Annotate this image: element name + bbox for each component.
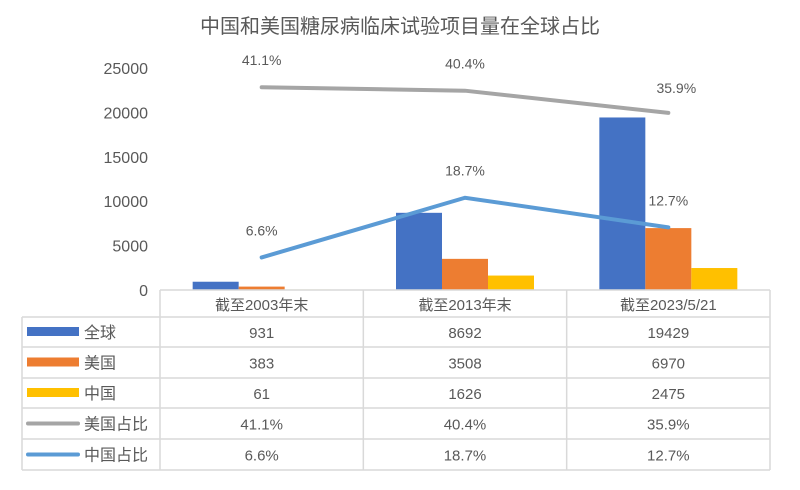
- legend-label: 美国: [84, 355, 116, 373]
- table-cell: 931: [249, 325, 274, 342]
- line-series: [259, 195, 671, 260]
- bar: [691, 268, 738, 290]
- table-cell: 19429: [647, 325, 689, 342]
- bar: [238, 286, 285, 290]
- y-tick-label: 20000: [104, 105, 149, 122]
- table-cell: 2475: [652, 386, 685, 403]
- bar: [396, 212, 442, 290]
- table-cell: 3508: [448, 356, 481, 373]
- bar: [442, 258, 488, 290]
- legend-label: 中国: [84, 385, 116, 403]
- legend-label: 中国占比: [84, 447, 148, 465]
- chart-title: 中国和美国糖尿病临床试验项目量在全球占比: [200, 15, 600, 38]
- y-tick-label: 15000: [104, 150, 149, 167]
- table-cell: 41.1%: [240, 417, 283, 434]
- table-cell: 8692: [448, 325, 481, 342]
- legend-key: [27, 357, 79, 367]
- table-cell: 6970: [652, 356, 685, 373]
- bar: [192, 281, 239, 290]
- table-cell: 6.6%: [245, 448, 279, 465]
- category-label: 截至2003年末: [215, 297, 308, 314]
- table-cell: 35.9%: [647, 417, 690, 434]
- legend-label: 全球: [84, 324, 116, 342]
- y-tick-label: 10000: [104, 194, 149, 211]
- y-tick-label: 0: [139, 283, 148, 300]
- table-cell: 61: [253, 386, 270, 403]
- data-label: 18.7%: [445, 163, 485, 179]
- data-label: 6.6%: [246, 222, 278, 238]
- table-cell: 383: [249, 356, 274, 373]
- category-label: 截至2023/5/21: [620, 297, 717, 314]
- category-label: 截至2013年末: [418, 297, 511, 314]
- table-cell: 12.7%: [647, 448, 690, 465]
- bar: [599, 117, 646, 290]
- table-cell: 1626: [448, 386, 481, 403]
- bar: [645, 228, 692, 290]
- line-series: [259, 85, 671, 115]
- table-cell: 18.7%: [444, 448, 487, 465]
- legend-key: [27, 388, 79, 397]
- data-label: 40.4%: [445, 56, 485, 72]
- data-label: 35.9%: [656, 80, 696, 96]
- legend-key: [27, 327, 79, 336]
- data-label: 12.7%: [648, 192, 688, 208]
- bar: [488, 275, 534, 290]
- legend-label: 美国占比: [84, 416, 148, 434]
- data-label: 41.1%: [242, 52, 282, 68]
- y-tick-label: 25000: [104, 61, 149, 78]
- table-cell: 40.4%: [444, 417, 487, 434]
- y-tick-label: 5000: [112, 239, 148, 256]
